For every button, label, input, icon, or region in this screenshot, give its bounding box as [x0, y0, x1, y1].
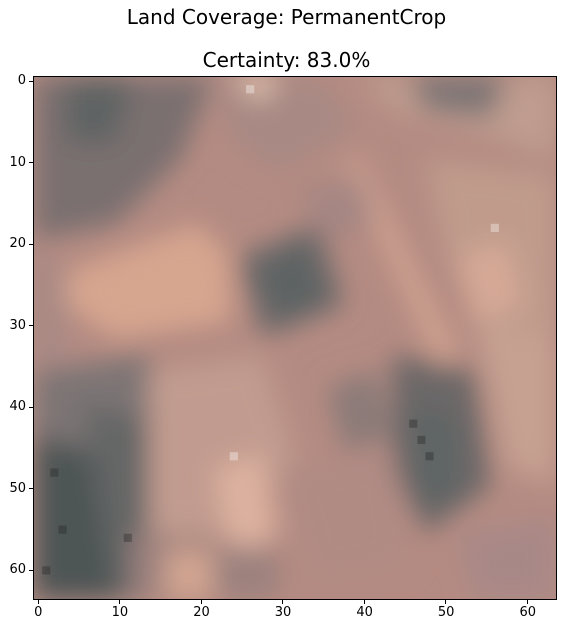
x-tick-label: 0	[34, 605, 43, 620]
x-tick-label: 60	[519, 605, 536, 620]
figure-title: Land Coverage: PermanentCrop	[126, 5, 447, 29]
y-tick-mark	[29, 162, 33, 164]
x-tick-label: 30	[274, 605, 292, 620]
x-tick-label: 10	[111, 605, 129, 620]
y-tick-label: 0	[17, 73, 26, 89]
y-tick-label: 40	[9, 399, 26, 415]
x-tick-mark	[119, 600, 121, 604]
figure-subtitle: Certainty: 83.0%	[202, 48, 371, 72]
y-tick-mark	[29, 325, 33, 327]
x-tick-mark	[37, 600, 39, 604]
x-tick-mark	[282, 600, 284, 604]
y-tick-label: 10	[9, 154, 26, 170]
y-tick-mark	[29, 406, 33, 408]
y-tick-label: 30	[9, 317, 26, 333]
y-tick-label: 50	[9, 480, 26, 496]
x-tick-mark	[363, 600, 365, 604]
y-tick-mark	[29, 569, 33, 571]
x-tick-label: 50	[437, 605, 455, 620]
image-axes	[33, 76, 557, 600]
y-tick-mark	[29, 80, 33, 82]
y-tick-label: 20	[9, 236, 26, 252]
x-tick-mark	[526, 600, 528, 604]
y-tick-mark	[29, 243, 33, 245]
x-tick-label: 20	[193, 605, 210, 620]
x-tick-mark	[445, 600, 447, 604]
x-tick-label: 40	[356, 605, 373, 620]
x-tick-mark	[200, 600, 202, 604]
satellite-image	[34, 77, 556, 599]
y-tick-label: 60	[9, 562, 26, 578]
y-tick-mark	[29, 488, 33, 490]
